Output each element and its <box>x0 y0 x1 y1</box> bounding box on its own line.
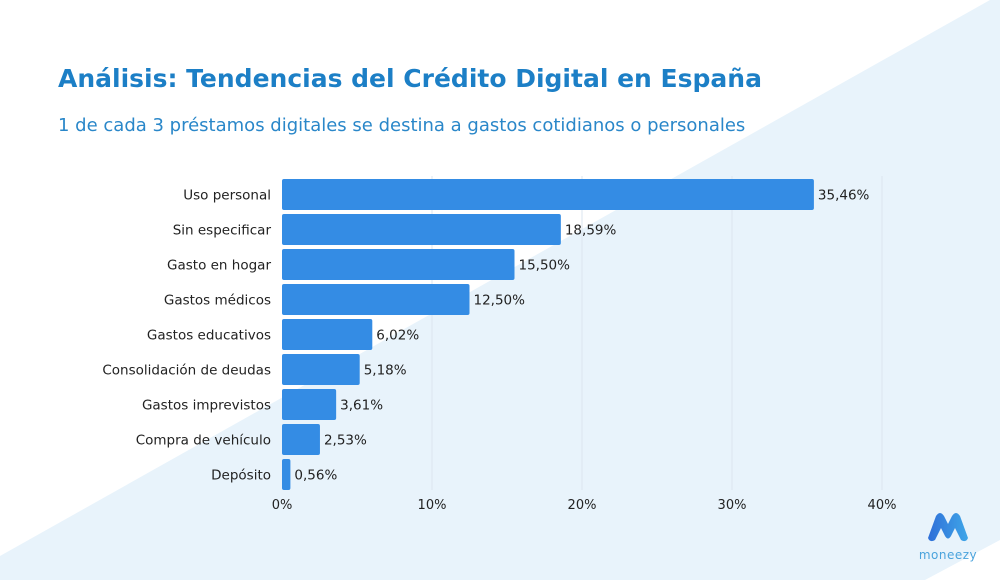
category-label: Sin especificar <box>173 223 272 239</box>
chart-title: Análisis: Tendencias del Crédito Digital… <box>58 64 762 93</box>
bar <box>282 424 320 455</box>
moneezy-logo: moneezy <box>916 508 980 562</box>
data-label: 5,18% <box>364 363 407 379</box>
x-tick-label: 30% <box>718 498 747 513</box>
data-label: 2,53% <box>324 433 367 449</box>
bar <box>282 284 470 315</box>
bar <box>282 389 337 420</box>
x-tick-label: 10% <box>418 498 447 513</box>
bar <box>282 319 373 350</box>
bar <box>282 354 360 385</box>
data-label: 35,46% <box>818 188 870 204</box>
category-label: Depósito <box>211 468 271 484</box>
bar <box>282 179 814 210</box>
category-label: Gastos imprevistos <box>142 398 271 414</box>
bar <box>282 214 561 245</box>
x-tick-label: 20% <box>568 498 597 513</box>
data-label: 6,02% <box>376 328 419 344</box>
category-label: Gasto en hogar <box>167 258 271 274</box>
moneezy-logo-icon <box>928 513 968 542</box>
logo-text: moneezy <box>918 548 978 562</box>
x-tick-label: 0% <box>272 498 293 513</box>
data-label: 3,61% <box>340 398 383 414</box>
category-label: Gastos médicos <box>164 293 271 309</box>
data-label: 18,59% <box>565 223 617 239</box>
data-label: 0,56% <box>294 468 337 484</box>
chart-subtitle: 1 de cada 3 préstamos digitales se desti… <box>58 115 746 136</box>
category-label: Gastos educativos <box>147 328 271 344</box>
data-label: 15,50% <box>519 258 571 274</box>
data-label: 12,50% <box>474 293 526 309</box>
bar <box>282 249 515 280</box>
x-tick-label: 40% <box>868 498 897 513</box>
category-label: Compra de vehículo <box>136 433 271 449</box>
category-label: Consolidación de deudas <box>102 363 271 379</box>
category-label: Uso personal <box>183 188 271 204</box>
bar <box>282 459 291 490</box>
